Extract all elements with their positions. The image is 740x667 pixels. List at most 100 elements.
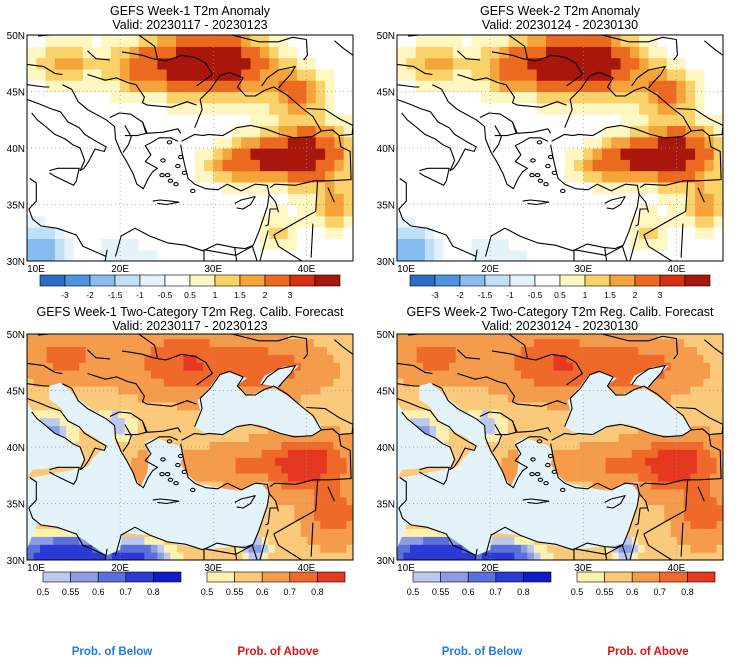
map-cell bbox=[340, 488, 348, 498]
lon-tick-label: 30E bbox=[574, 563, 592, 574]
map-cell bbox=[120, 159, 130, 172]
map-cell bbox=[320, 496, 328, 506]
map-cell bbox=[27, 136, 37, 149]
map-cell bbox=[527, 148, 538, 160]
map-cell bbox=[222, 227, 233, 239]
map-cell bbox=[710, 354, 718, 363]
map-cell bbox=[710, 528, 718, 537]
map-cell bbox=[54, 238, 65, 251]
map-cell bbox=[287, 227, 298, 239]
map-cell bbox=[462, 80, 473, 93]
map-cell bbox=[677, 354, 685, 363]
coastline bbox=[494, 420, 517, 436]
coastline bbox=[604, 196, 626, 210]
map-cell bbox=[452, 125, 463, 138]
map-cell bbox=[436, 370, 444, 379]
map-cell bbox=[629, 114, 640, 126]
map-cell bbox=[59, 425, 67, 434]
map-cell bbox=[259, 170, 270, 183]
map-cell bbox=[242, 346, 250, 355]
map-cell bbox=[222, 441, 230, 450]
map-cell bbox=[40, 528, 48, 537]
map-cell bbox=[82, 181, 93, 194]
map-cell bbox=[566, 346, 574, 355]
colorbar-tick-label: 0.6 bbox=[462, 587, 475, 597]
map-cell bbox=[468, 334, 476, 340]
map-cell bbox=[278, 136, 289, 149]
map-cell bbox=[443, 35, 454, 47]
map-cell bbox=[274, 433, 282, 442]
map-cell bbox=[611, 57, 622, 70]
map-cell bbox=[507, 473, 515, 482]
map-cell bbox=[45, 148, 56, 160]
map-cell bbox=[157, 148, 168, 160]
map-cell bbox=[183, 338, 191, 347]
map-cell bbox=[73, 238, 84, 251]
map-cell bbox=[415, 181, 426, 194]
map-cell bbox=[334, 148, 345, 160]
map-cell bbox=[583, 35, 594, 47]
map-cell bbox=[131, 338, 139, 347]
map-cell bbox=[501, 409, 509, 419]
map-cell bbox=[176, 249, 186, 261]
map-cell bbox=[667, 238, 677, 251]
map-cell bbox=[468, 441, 476, 450]
map-cell bbox=[105, 334, 113, 340]
map-cell bbox=[599, 354, 607, 363]
map-cell bbox=[73, 227, 84, 239]
map-cell bbox=[242, 552, 250, 560]
map-cell bbox=[397, 193, 407, 206]
map-cell bbox=[137, 441, 145, 450]
map-cell bbox=[657, 504, 665, 514]
map-cell bbox=[676, 114, 687, 126]
lon-tick-label: 10E bbox=[27, 563, 45, 574]
map-cell bbox=[685, 80, 696, 93]
map-cell bbox=[716, 528, 723, 537]
colorbar-tick-label: 0.7 bbox=[120, 587, 133, 597]
map-cell bbox=[82, 238, 93, 251]
map-cell bbox=[144, 334, 152, 340]
map-cell bbox=[664, 334, 672, 340]
map-cell bbox=[204, 136, 214, 149]
map-cell bbox=[442, 370, 450, 379]
map-cell bbox=[261, 362, 269, 371]
map-cell bbox=[574, 102, 584, 115]
map-cell bbox=[204, 57, 214, 70]
map-cell bbox=[462, 170, 473, 183]
map-cell bbox=[566, 457, 574, 466]
map-cell bbox=[494, 433, 502, 442]
map-cell bbox=[560, 362, 568, 371]
map-cell bbox=[629, 125, 640, 138]
map-cell bbox=[703, 480, 711, 490]
map-cell bbox=[611, 170, 622, 183]
map-cell bbox=[629, 170, 640, 183]
map-cell bbox=[325, 35, 335, 47]
map-cell bbox=[250, 193, 261, 206]
island bbox=[173, 182, 179, 187]
map-cell bbox=[281, 378, 289, 387]
map-cell bbox=[300, 433, 308, 442]
map-cell bbox=[690, 378, 698, 387]
map-cell bbox=[287, 480, 295, 490]
map-cell bbox=[216, 544, 224, 553]
map-cell bbox=[618, 465, 626, 474]
above-colorbar: 0.5 0.55 0.6 0.7 0.8 bbox=[571, 571, 716, 597]
map-cell bbox=[166, 57, 177, 70]
map-cell bbox=[670, 378, 678, 387]
map-cell bbox=[703, 496, 711, 506]
colorbar-swatch bbox=[634, 274, 661, 287]
map-cell bbox=[566, 334, 574, 340]
map-cell bbox=[611, 125, 622, 138]
map-cell bbox=[499, 181, 510, 194]
map-cell bbox=[397, 354, 405, 363]
map-cell bbox=[101, 68, 112, 81]
map-cell bbox=[194, 148, 205, 160]
map-cell bbox=[690, 393, 698, 403]
map-cell bbox=[499, 102, 510, 115]
colorbar-swatch bbox=[631, 571, 661, 583]
map-cell bbox=[27, 170, 37, 183]
map-cell bbox=[592, 441, 600, 450]
map-cell bbox=[499, 249, 510, 261]
map-cell bbox=[710, 433, 718, 442]
coastline bbox=[49, 167, 80, 186]
